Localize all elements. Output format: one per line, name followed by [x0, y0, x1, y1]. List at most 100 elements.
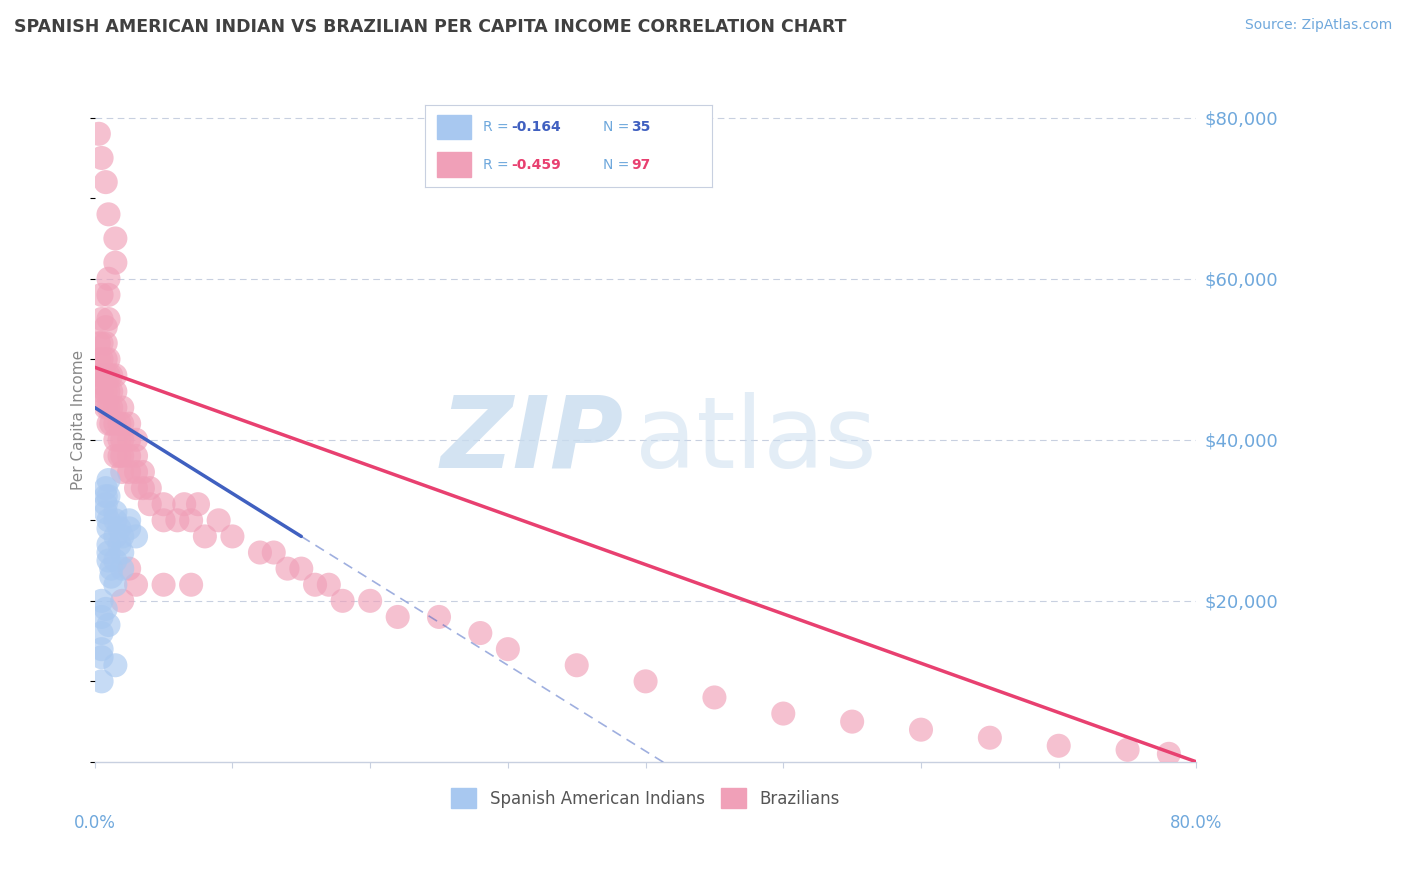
Point — [111, 465, 134, 479]
Point — [104, 231, 127, 245]
Point — [125, 529, 148, 543]
Point — [111, 417, 134, 431]
Point — [772, 706, 794, 721]
Point — [108, 417, 131, 431]
Point — [1157, 747, 1180, 761]
Point — [290, 561, 312, 575]
Point — [125, 433, 148, 447]
Point — [97, 384, 120, 399]
Legend: Spanish American Indians, Brazilians: Spanish American Indians, Brazilians — [444, 781, 846, 815]
Point — [90, 650, 112, 665]
Point — [100, 417, 122, 431]
Point — [90, 674, 112, 689]
Point — [97, 521, 120, 535]
Point — [125, 449, 148, 463]
Point — [104, 255, 127, 269]
Point — [87, 352, 110, 367]
Point — [125, 481, 148, 495]
Point — [187, 497, 209, 511]
Point — [90, 642, 112, 657]
Point — [118, 521, 141, 535]
Point — [263, 545, 285, 559]
Point — [104, 505, 127, 519]
Point — [111, 433, 134, 447]
Point — [104, 417, 127, 431]
Point — [104, 578, 127, 592]
Point — [90, 610, 112, 624]
Point — [125, 578, 148, 592]
Point — [87, 336, 110, 351]
Point — [152, 578, 174, 592]
Point — [94, 497, 117, 511]
Point — [111, 545, 134, 559]
Point — [90, 392, 112, 407]
Point — [108, 537, 131, 551]
Point — [387, 610, 409, 624]
Point — [97, 288, 120, 302]
Point — [118, 417, 141, 431]
Point — [100, 401, 122, 415]
Point — [100, 561, 122, 575]
Point — [94, 401, 117, 415]
Point — [104, 401, 127, 415]
Point — [304, 578, 326, 592]
Point — [118, 561, 141, 575]
Point — [90, 312, 112, 326]
Point — [166, 513, 188, 527]
Point — [841, 714, 863, 729]
Point — [94, 336, 117, 351]
Point — [979, 731, 1001, 745]
Point — [108, 521, 131, 535]
Point — [194, 529, 217, 543]
Text: 80.0%: 80.0% — [1170, 814, 1223, 832]
Point — [94, 489, 117, 503]
Point — [111, 594, 134, 608]
Point — [90, 384, 112, 399]
Point — [90, 376, 112, 391]
Point — [910, 723, 932, 737]
Point — [90, 352, 112, 367]
Point — [100, 368, 122, 383]
Point — [90, 336, 112, 351]
Point — [132, 481, 155, 495]
Point — [332, 594, 354, 608]
Point — [94, 320, 117, 334]
Text: Source: ZipAtlas.com: Source: ZipAtlas.com — [1244, 18, 1392, 32]
Point — [97, 207, 120, 221]
Point — [111, 529, 134, 543]
Point — [97, 513, 120, 527]
Point — [94, 352, 117, 367]
Point — [496, 642, 519, 657]
Point — [97, 489, 120, 503]
Point — [94, 175, 117, 189]
Point — [470, 626, 492, 640]
Point — [108, 433, 131, 447]
Point — [118, 449, 141, 463]
Point — [90, 368, 112, 383]
Point — [125, 465, 148, 479]
Point — [97, 312, 120, 326]
Point — [1116, 743, 1139, 757]
Point — [94, 602, 117, 616]
Point — [152, 497, 174, 511]
Text: ZIP: ZIP — [440, 392, 623, 489]
Point — [87, 368, 110, 383]
Text: atlas: atlas — [634, 392, 876, 489]
Point — [90, 594, 112, 608]
Point — [104, 449, 127, 463]
Point — [111, 401, 134, 415]
Point — [276, 561, 298, 575]
Point — [97, 368, 120, 383]
Point — [94, 384, 117, 399]
Point — [1047, 739, 1070, 753]
Point — [104, 384, 127, 399]
Point — [90, 288, 112, 302]
Point — [427, 610, 450, 624]
Point — [100, 569, 122, 583]
Point — [90, 151, 112, 165]
Point — [97, 618, 120, 632]
Point — [118, 433, 141, 447]
Point — [139, 497, 162, 511]
Point — [97, 537, 120, 551]
Point — [97, 352, 120, 367]
